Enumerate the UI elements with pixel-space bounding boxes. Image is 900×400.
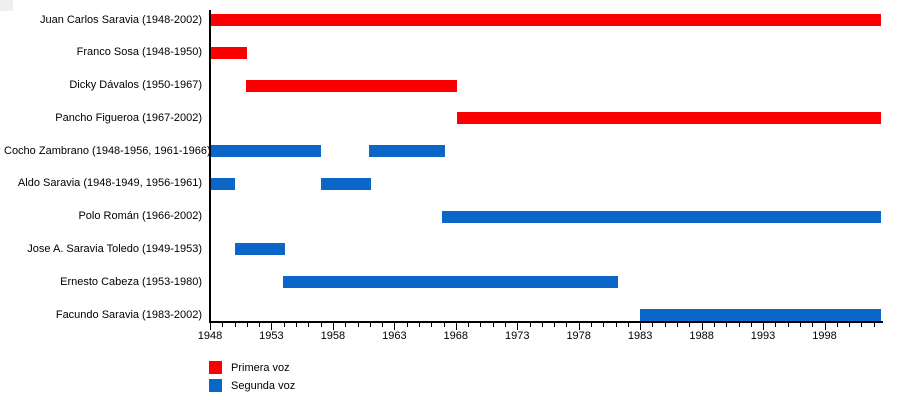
minor-tick <box>480 323 482 327</box>
minor-tick <box>234 323 236 327</box>
minor-tick <box>812 323 814 327</box>
legend-entry-primera-voz: Primera voz <box>209 361 295 374</box>
minor-tick <box>689 323 691 327</box>
minor-tick <box>799 323 801 327</box>
minor-tick <box>615 323 617 327</box>
minor-tick <box>320 323 322 327</box>
major-tick <box>210 323 211 330</box>
tick-label: 1988 <box>689 330 714 342</box>
major-tick <box>332 323 334 330</box>
member-bar-segment <box>210 145 321 158</box>
minor-tick <box>296 323 297 327</box>
member-bar-segment <box>368 145 445 158</box>
minor-tick <box>492 323 494 327</box>
major-tick <box>640 323 642 330</box>
minor-tick <box>726 323 728 327</box>
major-tick <box>517 323 519 330</box>
y-axis-line <box>209 10 211 323</box>
tick-label: 1978 <box>566 330 591 342</box>
segunda-voz-swatch-icon <box>209 379 222 392</box>
minor-tick <box>259 323 261 327</box>
minor-tick <box>505 323 506 327</box>
member-label: Ernesto Cabeza (1953-1980) <box>60 275 202 288</box>
member-bar-segment <box>282 276 618 289</box>
major-tick <box>394 323 396 330</box>
member-bar-segment <box>640 309 881 322</box>
tick-label: 1998 <box>812 330 837 342</box>
major-tick <box>824 323 826 330</box>
major-tick <box>578 323 580 330</box>
tick-label: 1993 <box>750 330 776 342</box>
minor-tick <box>873 323 875 327</box>
member-label: Pancho Figueroa (1967-2002) <box>55 111 202 124</box>
minor-tick <box>246 323 248 327</box>
minor-tick <box>775 323 777 327</box>
minor-tick <box>283 323 285 327</box>
minor-tick <box>554 323 556 327</box>
minor-tick <box>677 323 678 327</box>
minor-tick <box>406 323 408 327</box>
member-bar-segment <box>210 177 235 190</box>
member-bar-segment <box>320 177 371 190</box>
minor-tick <box>357 323 359 327</box>
minor-tick <box>222 323 224 327</box>
minor-tick <box>591 323 592 327</box>
minor-tick <box>664 323 666 327</box>
minor-tick <box>468 323 470 327</box>
legend-label-segunda-voz: Segunda voz <box>231 379 296 392</box>
major-tick <box>455 323 457 330</box>
legend-label-primera-voz: Primera voz <box>231 361 290 374</box>
member-bar-segment <box>245 79 457 92</box>
minor-tick <box>431 323 433 327</box>
member-label: Juan Carlos Saravia (1948-2002) <box>39 13 202 26</box>
tick-label: 1973 <box>505 330 530 342</box>
minor-tick <box>529 323 531 327</box>
minor-tick <box>627 323 629 327</box>
minor-tick <box>750 323 752 327</box>
member-bar-segment <box>442 210 882 223</box>
corner-artifact <box>0 0 13 11</box>
member-label: Franco Sosa (1948-1950) <box>76 46 202 59</box>
minor-tick <box>603 323 605 327</box>
member-label: Cocho Zambrano (1948-1956, 1961-1966) <box>4 144 211 157</box>
member-label: Polo Román (1966-2002) <box>78 210 202 223</box>
member-label: Jose A. Saravia Toledo (1949-1953) <box>27 242 202 255</box>
tick-label: 1968 <box>443 330 469 342</box>
minor-tick <box>382 323 384 327</box>
major-tick <box>701 323 703 330</box>
tick-label: 1958 <box>320 330 346 342</box>
minor-tick <box>308 323 310 327</box>
minor-tick <box>369 323 371 327</box>
x-axis-line <box>209 321 883 323</box>
member-label: Dicky Dávalos (1950-1967) <box>69 79 202 92</box>
tick-label: 1948 <box>197 330 223 342</box>
minor-tick <box>713 323 715 327</box>
member-bar-segment <box>234 243 285 256</box>
major-tick <box>271 323 273 330</box>
member-label: Aldo Saravia (1948-1949, 1956-1961) <box>17 177 202 190</box>
minor-tick <box>652 323 654 327</box>
legend-entry-segunda-voz: Segunda voz <box>209 379 295 392</box>
tick-label: 1953 <box>259 330 284 342</box>
minor-tick <box>861 323 863 327</box>
minor-tick <box>566 323 568 327</box>
minor-tick <box>738 323 740 327</box>
tick-label: 1983 <box>627 330 653 342</box>
primera-voz-swatch-icon <box>209 361 222 374</box>
minor-tick <box>787 323 789 327</box>
member-label: Facundo Saravia (1983-2002) <box>55 308 202 321</box>
minor-tick <box>443 323 445 327</box>
minor-tick <box>418 323 420 327</box>
member-bar-segment <box>210 46 247 59</box>
tick-label: 1963 <box>382 330 407 342</box>
legend: Primera voz Segunda voz <box>209 361 295 397</box>
minor-tick <box>345 323 347 327</box>
member-bar-segment <box>210 14 881 26</box>
minor-tick <box>836 323 838 327</box>
major-tick <box>763 323 764 330</box>
minor-tick <box>541 323 543 327</box>
member-bar-segment <box>457 112 881 125</box>
minor-tick <box>849 323 851 327</box>
